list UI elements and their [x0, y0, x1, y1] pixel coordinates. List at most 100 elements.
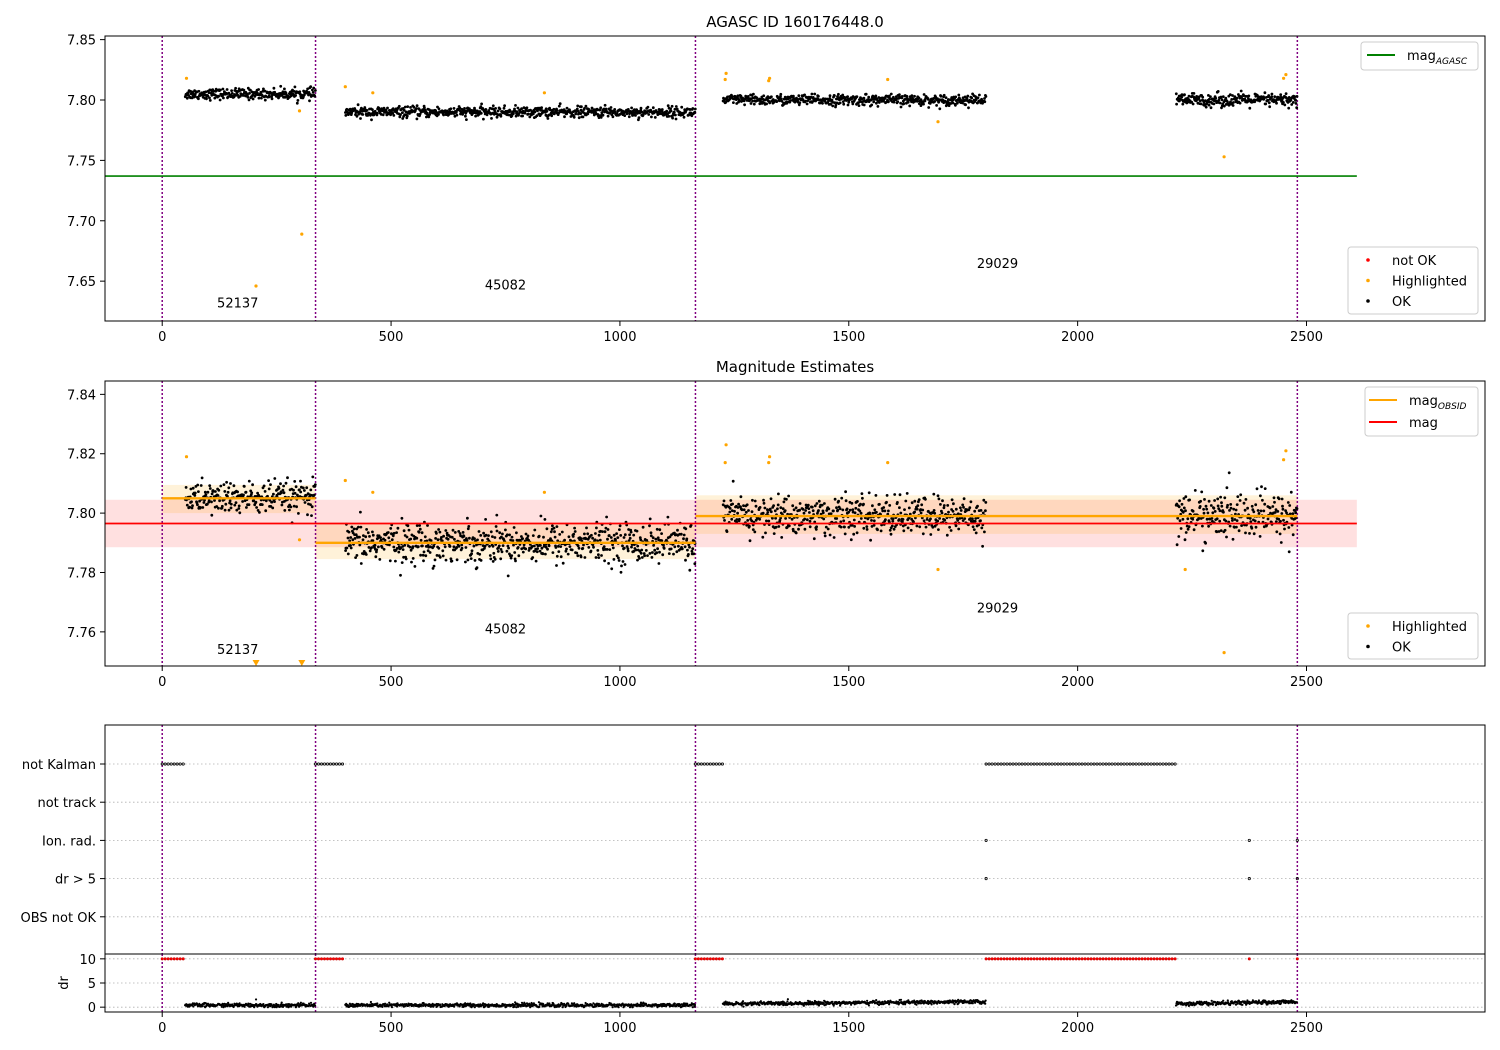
flag-point	[1116, 762, 1120, 766]
flag-point	[160, 762, 164, 766]
data-point-ok	[375, 548, 379, 552]
data-point-ok	[222, 483, 226, 486]
data-point-ok	[247, 98, 251, 102]
data-point-ok	[526, 534, 530, 538]
dr-point-high	[163, 957, 167, 961]
data-point-ok	[1275, 101, 1278, 105]
dr-point	[631, 1006, 634, 1009]
data-point-ok	[1221, 102, 1225, 106]
data-point-ok	[214, 490, 217, 493]
data-point-ok	[279, 84, 283, 88]
data-point-ok	[827, 99, 831, 103]
data-point-ok	[739, 505, 742, 509]
data-point-ok	[349, 536, 353, 539]
data-point-ok	[844, 499, 848, 503]
data-point-ok	[368, 535, 371, 538]
data-point-ok	[1287, 550, 1291, 554]
data-point-ok	[204, 90, 208, 94]
data-point-ok	[792, 529, 795, 533]
data-point-ok	[553, 530, 556, 534]
data-point-ok	[220, 504, 224, 508]
data-point-ok	[233, 503, 237, 507]
data-point-ok	[1201, 95, 1205, 99]
dr-point-high	[720, 957, 724, 961]
data-point-ok	[957, 93, 961, 97]
data-point-ok	[787, 524, 791, 528]
data-point-ok	[883, 96, 887, 100]
data-point-ok	[847, 525, 851, 529]
data-point-ok	[951, 101, 955, 105]
data-point-ok	[355, 554, 359, 557]
data-point-ok	[246, 95, 250, 99]
data-point-ok	[1216, 90, 1220, 93]
data-point-ok	[616, 536, 620, 539]
dr-point-high	[169, 957, 173, 961]
data-point-ok	[1232, 507, 1236, 511]
data-point-ok	[984, 501, 988, 504]
flag-point	[693, 762, 697, 766]
data-point-ok	[544, 107, 548, 111]
plot-frame	[104, 380, 1486, 667]
data-point-ok	[283, 509, 287, 512]
data-point-ok	[1205, 517, 1209, 521]
data-point-ok	[501, 532, 504, 536]
data-point-ok	[446, 537, 450, 541]
flag-point	[1020, 762, 1024, 766]
data-point-ok	[913, 510, 916, 514]
data-point-ok	[632, 549, 636, 553]
data-point-ok	[415, 117, 419, 121]
data-point-ok	[520, 547, 524, 551]
data-point-ok	[677, 544, 680, 548]
data-point-ok	[348, 107, 352, 111]
data-point-ok	[479, 111, 483, 115]
dr-point-high	[178, 957, 182, 961]
data-point-ok	[754, 504, 758, 508]
data-point-ok	[1291, 512, 1295, 516]
data-point-ok	[1272, 496, 1276, 500]
legend	[1347, 246, 1479, 315]
data-point-ok	[185, 96, 189, 100]
data-point-ok	[646, 554, 649, 557]
data-point-ok	[513, 107, 516, 111]
data-point-ok	[272, 492, 275, 496]
data-point-ok	[855, 531, 859, 535]
data-point-ok	[266, 494, 269, 498]
data-point-ok	[208, 487, 212, 490]
data-point-ok	[899, 105, 903, 109]
data-point-ok	[688, 568, 692, 572]
data-point-ok	[821, 511, 825, 515]
data-point-ok	[227, 508, 231, 512]
dr-point-high	[1098, 957, 1102, 961]
data-point-ok	[597, 533, 601, 537]
data-point-ok	[568, 545, 572, 548]
data-point-ok	[628, 533, 631, 537]
flag-point	[1152, 762, 1156, 766]
data-point-ok	[1291, 101, 1295, 104]
data-point-ok	[442, 534, 445, 538]
data-point-ok	[536, 547, 539, 550]
data-point-ok	[826, 527, 830, 531]
data-point-ok	[1266, 98, 1270, 102]
data-point-ok	[649, 534, 653, 538]
dr-point	[201, 1005, 204, 1008]
data-point-ok	[940, 511, 944, 515]
data-point-ok	[229, 482, 232, 485]
data-point-ok	[602, 545, 606, 549]
data-point-ok	[1226, 100, 1229, 103]
data-point-ok	[1287, 106, 1291, 110]
data-point-ok	[344, 114, 348, 117]
dr-point-high	[696, 957, 700, 961]
data-point-ok	[539, 514, 543, 518]
data-point-ok	[929, 517, 932, 521]
legend	[1360, 41, 1479, 71]
dr-axis-label: dr	[57, 976, 72, 990]
data-point-ok	[1283, 527, 1286, 531]
data-point-ok	[626, 547, 630, 551]
flag-point	[1101, 762, 1105, 766]
data-point-ok	[1217, 507, 1221, 510]
flag-point	[1056, 762, 1060, 766]
data-point-highlighted	[724, 71, 728, 75]
dr-point-high	[1065, 957, 1069, 961]
data-point-ok	[661, 553, 665, 557]
dr-point-high	[1020, 957, 1024, 961]
